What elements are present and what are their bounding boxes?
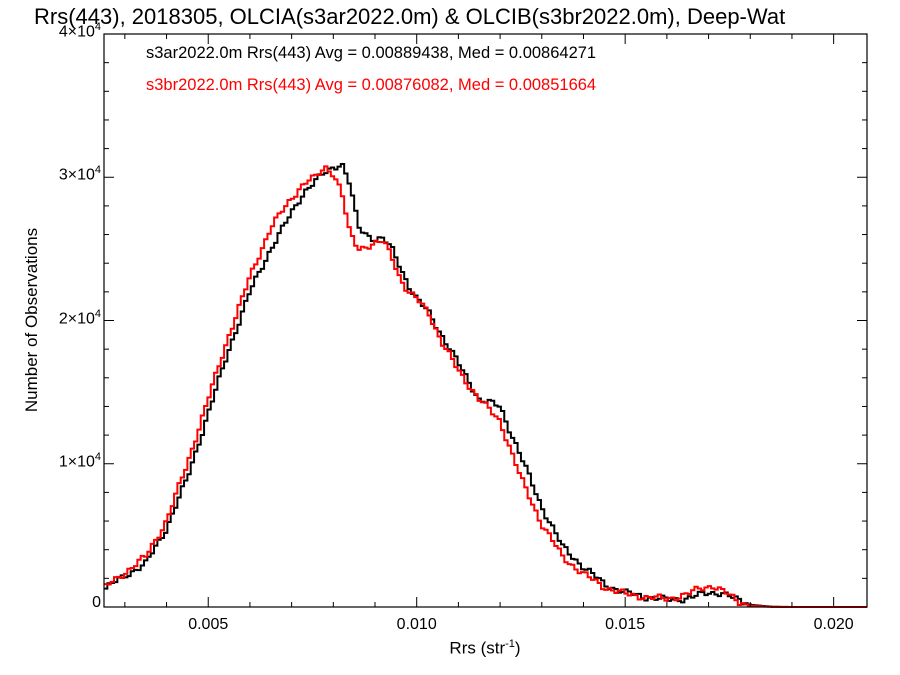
x-tick-label: 0.020	[813, 616, 854, 633]
series-layer	[104, 163, 867, 608]
plot-frame	[103, 33, 868, 608]
tick-layer	[104, 33, 867, 608]
x-tick-label: 0.015	[605, 616, 646, 633]
y-tick-label: 2×104	[58, 307, 101, 327]
legend-entry-s3a: s3ar2022.0m Rrs(443) Avg = 0.00889438, M…	[146, 44, 597, 62]
x-tick-label: 0.010	[396, 616, 437, 633]
y-axis-label: Number of Observations	[22, 227, 41, 413]
x-axis-label-text: Rrs (str	[449, 638, 506, 658]
y-tick-label: 3×104	[58, 164, 101, 184]
chart-title: Rrs(443), 2018305, OLCIA(s3ar2022.0m) & …	[34, 4, 786, 29]
y-tick-label: 0	[92, 594, 101, 611]
x-axis-label-exponent: -1	[505, 638, 515, 650]
x-tick-label: 0.005	[188, 616, 229, 633]
x-axis-label: Rrs (str-1)	[449, 638, 520, 659]
y-tick-label: 4×104	[58, 21, 101, 41]
series-line-s3b	[104, 165, 867, 608]
x-axis-label-end: )	[514, 638, 521, 658]
y-tick-label: 1×104	[58, 450, 101, 471]
legend-entry-s3b: s3br2022.0m Rrs(443) Avg = 0.00876082, M…	[146, 76, 597, 94]
series-line-s3a	[104, 163, 867, 608]
